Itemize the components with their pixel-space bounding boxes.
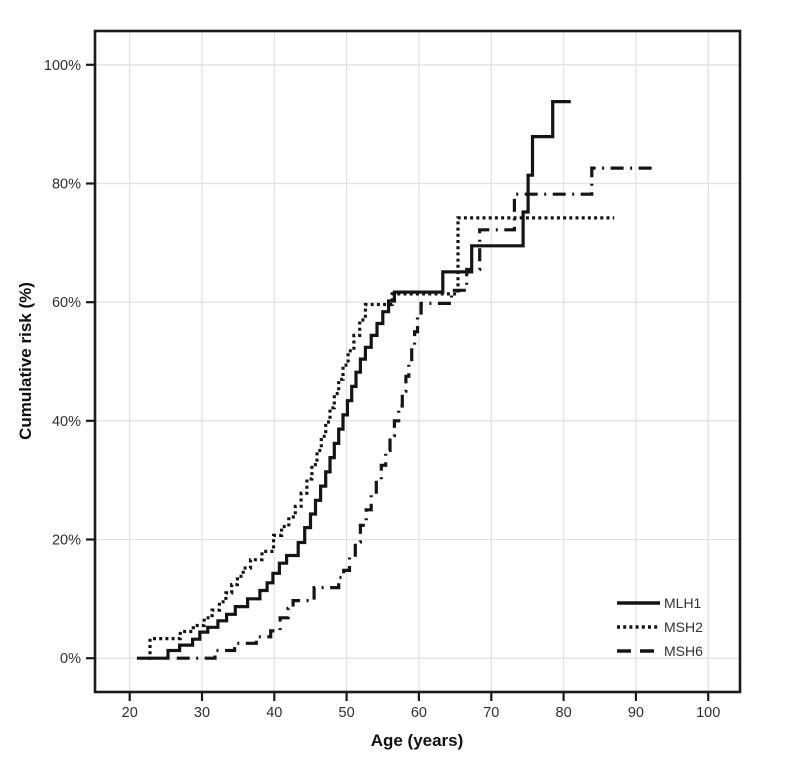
series-mlh1 xyxy=(136,100,571,660)
y-axis-title: Cumulative risk (%) xyxy=(16,282,35,440)
y-tick-label: 0% xyxy=(60,651,81,667)
legend-label-msh6: MSH6 xyxy=(664,643,703,659)
plot-area-border xyxy=(93,29,742,694)
x-tick-label: 70 xyxy=(483,705,499,721)
x-tick-label: 100 xyxy=(696,705,720,721)
x-tick-label: 20 xyxy=(122,705,138,721)
tick-label-layer: 20 30 40 50 60 70 80 90 100 0% 20% 40% 60% 80% 100% xyxy=(44,58,720,721)
legend-item-msh2: MSH2 xyxy=(617,619,703,635)
legend: MLH1 MSH2 MSH6 xyxy=(617,595,703,659)
tick-layer xyxy=(86,63,710,701)
y-tick-label: 20% xyxy=(52,533,81,549)
grid-layer xyxy=(95,31,740,692)
legend-item-mlh1: MLH1 xyxy=(617,595,702,611)
y-tick-label: 100% xyxy=(44,58,81,74)
x-tick-label: 90 xyxy=(628,705,644,721)
series-msh6 xyxy=(176,166,653,660)
legend-label-mlh1: MLH1 xyxy=(664,595,702,611)
x-tick-label: 80 xyxy=(556,705,572,721)
y-tick-label: 40% xyxy=(52,414,81,430)
x-axis-title: Age (years) xyxy=(371,731,464,750)
legend-item-msh6: MSH6 xyxy=(617,643,703,659)
y-tick-label: 80% xyxy=(52,177,81,193)
legend-label-msh2: MSH2 xyxy=(664,619,703,635)
x-tick-label: 60 xyxy=(411,705,427,721)
series-layer xyxy=(136,100,653,660)
y-tick-label: 60% xyxy=(52,295,81,311)
x-tick-label: 50 xyxy=(339,705,355,721)
series-msh2 xyxy=(147,216,615,660)
x-tick-label: 30 xyxy=(194,705,210,721)
x-tick-label: 40 xyxy=(266,705,282,721)
